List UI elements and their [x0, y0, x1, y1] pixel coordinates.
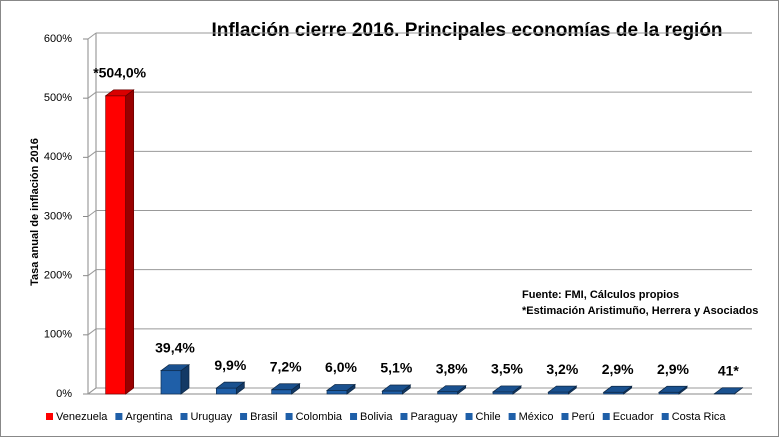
legend-swatch — [240, 413, 248, 420]
legend-label: Bolivia — [360, 411, 393, 423]
bar-top — [547, 385, 578, 393]
y-tick-label: 500% — [44, 92, 72, 104]
legend-label: Venezuela — [56, 411, 108, 423]
bar-top — [215, 381, 246, 389]
value-label: 3,2% — [546, 361, 578, 377]
annotation: *Estimación Aristimuño, Herrera y Asocia… — [522, 305, 758, 317]
value-label: 2,9% — [602, 361, 634, 377]
legend-label: Ecuador — [613, 411, 654, 423]
y-tick-label: 300% — [44, 210, 72, 222]
bar — [215, 387, 237, 395]
bar-top — [381, 384, 412, 392]
bar-top — [491, 385, 523, 393]
bar-top — [602, 385, 633, 393]
bar-side — [125, 89, 135, 395]
value-label: 3,8% — [436, 360, 468, 376]
bar — [326, 390, 348, 395]
value-label: 7,2% — [270, 358, 302, 374]
legend-label: Perú — [571, 411, 594, 423]
legend-label: Paraguay — [410, 411, 458, 423]
legend-label: Costa Rica — [672, 411, 727, 423]
bar-top — [713, 387, 744, 395]
bar-top — [325, 384, 357, 391]
y-tick-label: 0% — [56, 388, 72, 400]
value-label: 2,9% — [657, 361, 689, 377]
bar — [160, 370, 182, 395]
grid-line — [87, 91, 97, 99]
legend-swatch — [465, 413, 473, 420]
y-tick-label: 600% — [44, 33, 72, 45]
y-axis-label: Tasa anual de inflación 2016 — [29, 138, 41, 286]
legend-swatch — [508, 413, 516, 420]
legend-swatch — [285, 413, 293, 420]
bar-top — [657, 385, 689, 393]
grid-line — [87, 269, 97, 277]
bar — [381, 390, 403, 395]
grid-line — [87, 328, 97, 336]
legend-label: Chile — [476, 411, 501, 423]
value-label: 5,1% — [380, 360, 412, 376]
y-tick-label: 100% — [44, 329, 72, 341]
legend-label: Colombia — [296, 411, 343, 423]
bar-top — [104, 89, 135, 97]
bar — [271, 389, 293, 395]
y-tick-label: 200% — [44, 270, 72, 282]
legend-label: México — [519, 411, 554, 423]
value-label: 3,5% — [491, 361, 523, 377]
annotation: Fuente: FMI, Cálculos propios — [522, 289, 679, 301]
legend-label: Argentina — [125, 411, 173, 423]
value-label: 9,9% — [214, 357, 246, 373]
legend-swatch — [180, 413, 188, 420]
value-label: *504,0% — [93, 65, 146, 81]
bar-top — [270, 383, 301, 391]
legend-label: Uruguay — [190, 411, 232, 423]
y-tick-label: 400% — [44, 151, 72, 163]
legend-swatch — [400, 413, 408, 420]
bar-top — [436, 385, 467, 393]
legend-swatch — [561, 413, 569, 420]
legend-swatch — [661, 413, 669, 420]
grid-line — [87, 32, 97, 40]
chart-title: Inflación cierre 2016. Principales econo… — [211, 20, 722, 41]
bar-top — [159, 364, 191, 372]
legend-swatch — [350, 413, 358, 420]
legend-swatch — [602, 413, 610, 420]
legend-swatch — [46, 413, 53, 420]
value-label: 6,0% — [325, 359, 357, 375]
legend-swatch — [115, 413, 123, 420]
value-label: 41* — [718, 362, 740, 378]
legend-label: Brasil — [250, 411, 278, 423]
grid-line — [87, 210, 97, 217]
value-label: 39,4% — [155, 339, 195, 355]
grid-line — [87, 387, 97, 395]
grid-line — [87, 150, 97, 158]
bar — [105, 95, 127, 395]
